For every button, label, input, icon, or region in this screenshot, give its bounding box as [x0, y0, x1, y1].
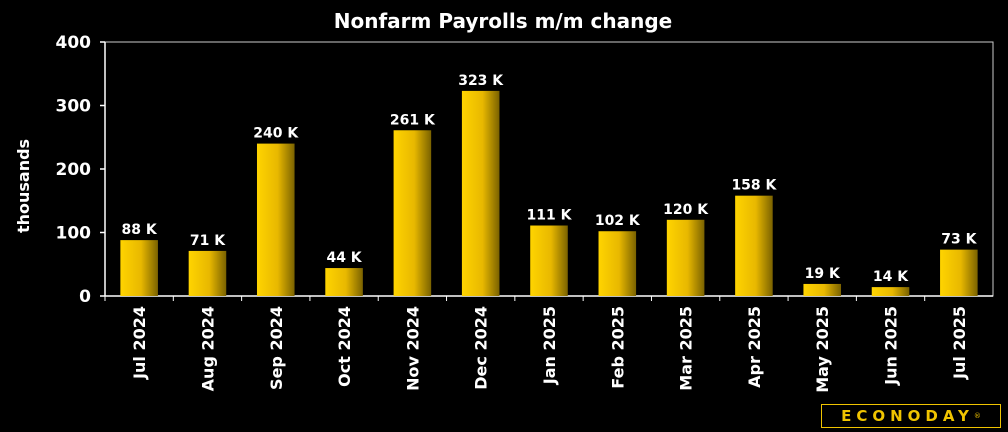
data-label: 323 K: [458, 73, 504, 89]
data-label: 120 K: [663, 202, 709, 218]
x-tick-label: Sep 2024: [267, 306, 286, 390]
x-tick-label: Oct 2024: [335, 306, 354, 387]
x-tick-label: Mar 2025: [677, 306, 696, 391]
data-label: 88 K: [122, 222, 158, 238]
bar: [940, 249, 978, 296]
plot-area: 0 100 200 300 400 88 K Jul 2024 71 K Aug 2024 240…: [56, 33, 994, 393]
bar: [393, 130, 432, 296]
bar: [120, 240, 158, 296]
y-tick-label: 200: [56, 160, 92, 180]
bar: [735, 195, 773, 296]
econoday-logo: ECONODAY ®: [821, 404, 1001, 428]
x-tick-label: Aug 2024: [198, 306, 217, 391]
data-label: 158 K: [731, 178, 777, 194]
x-tick-label: Feb 2025: [608, 306, 627, 389]
bar: [256, 143, 295, 296]
data-label: 73 K: [941, 232, 977, 248]
bar: [598, 231, 637, 296]
x-tick-label: Dec 2024: [472, 306, 491, 390]
data-label: 71 K: [190, 233, 226, 249]
y-axis-label: thousands: [14, 139, 33, 233]
y-tick-label: 0: [79, 287, 91, 307]
x-tick-label: Jun 2025: [882, 306, 901, 386]
x-tick-label: Jul 2024: [130, 306, 149, 380]
bar: [871, 287, 910, 296]
x-tick-label: Apr 2025: [745, 306, 764, 388]
data-label: 19 K: [805, 266, 841, 282]
data-label: 261 K: [390, 112, 436, 128]
data-label: 14 K: [873, 269, 909, 285]
x-tick-label: Jan 2025: [540, 306, 559, 385]
logo-text: ECONODAY: [841, 407, 974, 425]
data-label: 240 K: [253, 126, 299, 142]
y-tick-label: 100: [56, 224, 92, 244]
bar: [461, 90, 500, 297]
registered-mark: ®: [973, 412, 981, 420]
data-label: 102 K: [595, 213, 641, 229]
bar: [666, 219, 705, 296]
y-tick-label: 300: [56, 97, 92, 117]
x-tick-label: May 2025: [813, 306, 832, 393]
data-label: 111 K: [527, 208, 573, 224]
x-tick-label: Nov 2024: [403, 306, 422, 391]
data-label: 44 K: [326, 250, 362, 266]
chart-title: Nonfarm Payrolls m/m change: [334, 9, 672, 33]
bar: [803, 283, 842, 296]
y-tick-label: 400: [56, 33, 92, 53]
bar: [188, 250, 227, 296]
bar: [325, 268, 363, 296]
bar: [530, 225, 568, 296]
x-tick-label: Jul 2025: [950, 306, 969, 380]
